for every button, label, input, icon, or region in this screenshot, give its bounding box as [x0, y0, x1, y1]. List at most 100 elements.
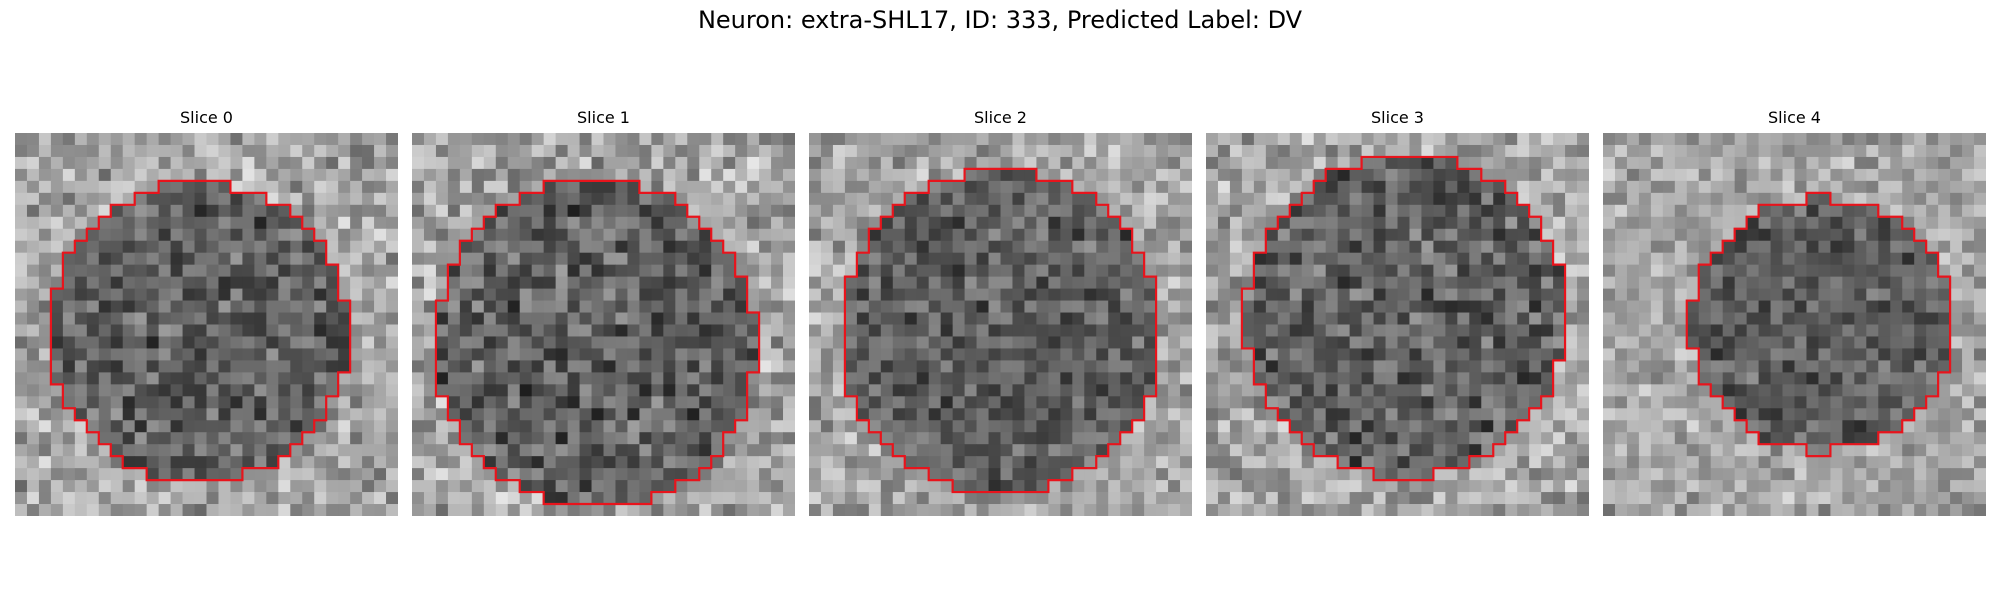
- pixel: [1890, 144, 1903, 158]
- pixel: [916, 144, 930, 158]
- pixel: [1926, 408, 1939, 421]
- pixel: [1060, 312, 1073, 325]
- pixel: [892, 192, 906, 206]
- pixel: [916, 276, 930, 289]
- pixel: [242, 456, 255, 469]
- pixel: [290, 348, 303, 361]
- pixel: [1770, 156, 1783, 170]
- pixel: [639, 468, 652, 481]
- pixel: [1313, 156, 1327, 170]
- pixel: [820, 264, 834, 278]
- pixel: [651, 432, 664, 445]
- pixel: [1168, 432, 1181, 445]
- pixel: [1397, 180, 1410, 194]
- pixel: [471, 408, 485, 421]
- pixel: [1662, 144, 1676, 158]
- pixel: [158, 204, 171, 218]
- pixel: [1265, 133, 1279, 146]
- pixel: [218, 204, 231, 218]
- pixel: [1842, 384, 1855, 397]
- pixel: [1072, 468, 1085, 481]
- pixel: [1313, 444, 1327, 457]
- pixel: [338, 348, 351, 361]
- pixel: [1421, 133, 1434, 146]
- pixel: [134, 228, 148, 242]
- pixel: [1108, 252, 1121, 266]
- pixel: [50, 432, 64, 445]
- pixel: [567, 312, 580, 325]
- pixel: [1048, 336, 1061, 349]
- pixel: [254, 300, 267, 313]
- pixel: [314, 336, 327, 349]
- pixel: [940, 492, 954, 505]
- pixel: [1866, 348, 1879, 361]
- pixel: [1686, 204, 1700, 218]
- pixel: [146, 336, 160, 349]
- pixel: [38, 504, 52, 516]
- pixel: [1217, 444, 1231, 457]
- pixel: [543, 144, 557, 158]
- pixel: [435, 144, 449, 158]
- pixel: [1626, 444, 1640, 457]
- pixel: [1457, 133, 1470, 146]
- pixel: [1686, 276, 1700, 289]
- pixel: [844, 456, 858, 469]
- pixel: [1265, 240, 1279, 254]
- pixel: [1060, 336, 1073, 349]
- pixel: [1854, 180, 1867, 194]
- pixel: [940, 192, 954, 206]
- pixel: [1048, 480, 1061, 493]
- pixel: [1686, 168, 1700, 182]
- pixel: [1493, 336, 1506, 349]
- pixel: [1241, 133, 1255, 146]
- pixel: [1060, 144, 1073, 158]
- pixel: [892, 324, 906, 337]
- pixel: [1084, 504, 1097, 516]
- pixel: [1926, 348, 1939, 361]
- pixel: [350, 384, 363, 397]
- pixel: [1974, 360, 1986, 373]
- pixel: [832, 372, 846, 385]
- pixel: [627, 408, 640, 421]
- pixel: [892, 312, 906, 325]
- pixel: [423, 384, 437, 397]
- pixel: [1036, 156, 1049, 170]
- pixel: [1000, 180, 1013, 194]
- pixel: [1361, 444, 1374, 457]
- pixel: [627, 168, 640, 182]
- pixel: [820, 156, 834, 170]
- pixel: [1000, 276, 1013, 289]
- pixel: [651, 216, 664, 230]
- pixel: [110, 468, 124, 481]
- pixel: [1156, 204, 1169, 218]
- pixel: [627, 504, 640, 516]
- pixel: [1577, 180, 1589, 194]
- pixel: [809, 348, 822, 361]
- pixel: [386, 420, 398, 433]
- pixel: [435, 288, 449, 301]
- pixel: [904, 276, 918, 289]
- pixel: [651, 264, 664, 278]
- pixel: [1253, 504, 1267, 516]
- pixel: [1409, 324, 1422, 337]
- pixel: [62, 133, 76, 146]
- pixel: [314, 264, 327, 278]
- pixel: [1277, 492, 1291, 505]
- pixel: [38, 180, 52, 194]
- pixel: [675, 360, 688, 373]
- pixel: [603, 348, 616, 361]
- pixel: [86, 444, 100, 457]
- pixel: [579, 204, 592, 218]
- pixel: [856, 336, 870, 349]
- pixel: [1060, 456, 1073, 469]
- pixel: [880, 192, 894, 206]
- pixel: [98, 456, 112, 469]
- pixel: [747, 168, 760, 182]
- pixel: [1180, 384, 1192, 397]
- pixel: [1253, 288, 1267, 301]
- pixel: [374, 276, 387, 289]
- pixel: [362, 360, 375, 373]
- roi-contour: [1240, 155, 1567, 482]
- pixel: [1626, 228, 1640, 242]
- pixel: [1445, 420, 1458, 433]
